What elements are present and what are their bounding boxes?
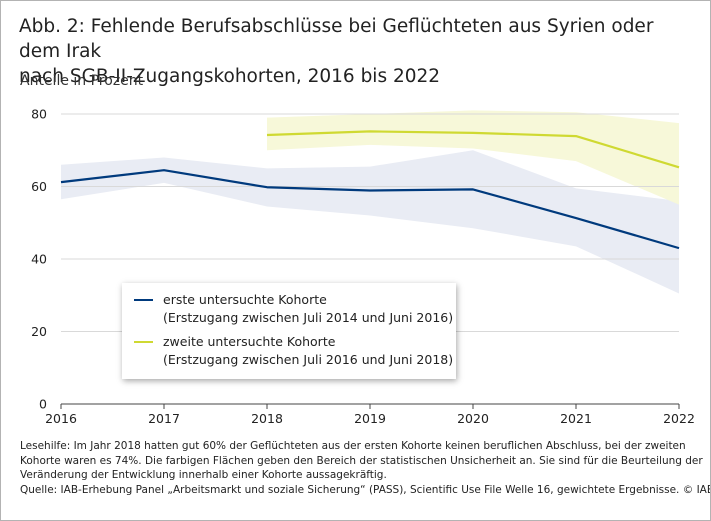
confidence-bands [61, 110, 679, 294]
x-tick-label: 2021 [560, 411, 592, 426]
x-tick-label: 2022 [663, 411, 695, 426]
chart-notes: Lesehilfe: Im Jahr 2018 hatten gut 60% d… [20, 439, 711, 498]
reading-aid-line-1: Lesehilfe: Im Jahr 2018 hatten gut 60% d… [20, 440, 686, 452]
y-tick-label: 40 [31, 252, 47, 267]
legend-sublabel-second-cohort: (Erstzugang zwischen Juli 2016 und Juni … [163, 352, 454, 367]
x-tick-label: 2018 [251, 411, 283, 426]
chart-title-line-2: nach SGB-II-Zugangskohorten, 2016 bis 20… [19, 66, 441, 87]
x-tick-label: 2020 [457, 411, 489, 426]
legend-label-first-cohort: erste untersuchte Kohorte [163, 292, 327, 307]
legend-swatch-first-cohort [134, 299, 153, 301]
reading-aid-line-3: Veränderung der Entwicklung innerhalb ei… [20, 469, 387, 482]
chart-title: Abb. 2: Fehlende Berufsabschlüsse bei Ge… [19, 14, 699, 89]
legend-swatch-second-cohort [134, 341, 153, 343]
series-line-1 [60, 169, 680, 250]
y-tick-label: 60 [31, 179, 47, 194]
confidence-band-series-2 [267, 110, 679, 205]
y-axis-label: Anteile in Prozent [20, 73, 144, 89]
y-tick-label: 0 [39, 397, 47, 412]
series-lines [60, 130, 680, 250]
x-tick-label: 2016 [45, 411, 77, 426]
legend: erste untersuchte Kohorte (Erstzugang zw… [122, 283, 456, 379]
legend-sublabel-first-cohort: (Erstzugang zwischen Juli 2014 und Juni … [163, 310, 454, 325]
series-line-2 [266, 130, 680, 169]
axes [60, 403, 680, 409]
y-tick-label: 20 [31, 324, 47, 339]
x-tick-label: 2017 [148, 411, 180, 426]
y-tick-label: 80 [31, 107, 47, 122]
legend-label-second-cohort: zweite untersuchte Kohorte [163, 334, 336, 349]
reading-aid-line-2: Kohorte waren es 74%. Die farbigen Fläch… [20, 454, 703, 467]
chart-title-line-1: Abb. 2: Fehlende Berufsabschlüsse bei Ge… [19, 16, 654, 62]
tick-labels: 2016 2017 2018 2019 2020 2021 2022 0 20 40 60 80 [31, 107, 695, 427]
source-note: Quelle: IAB-Erhebung Panel „Arbeitsmarkt… [20, 484, 711, 497]
x-tick-label: 2019 [354, 411, 386, 426]
